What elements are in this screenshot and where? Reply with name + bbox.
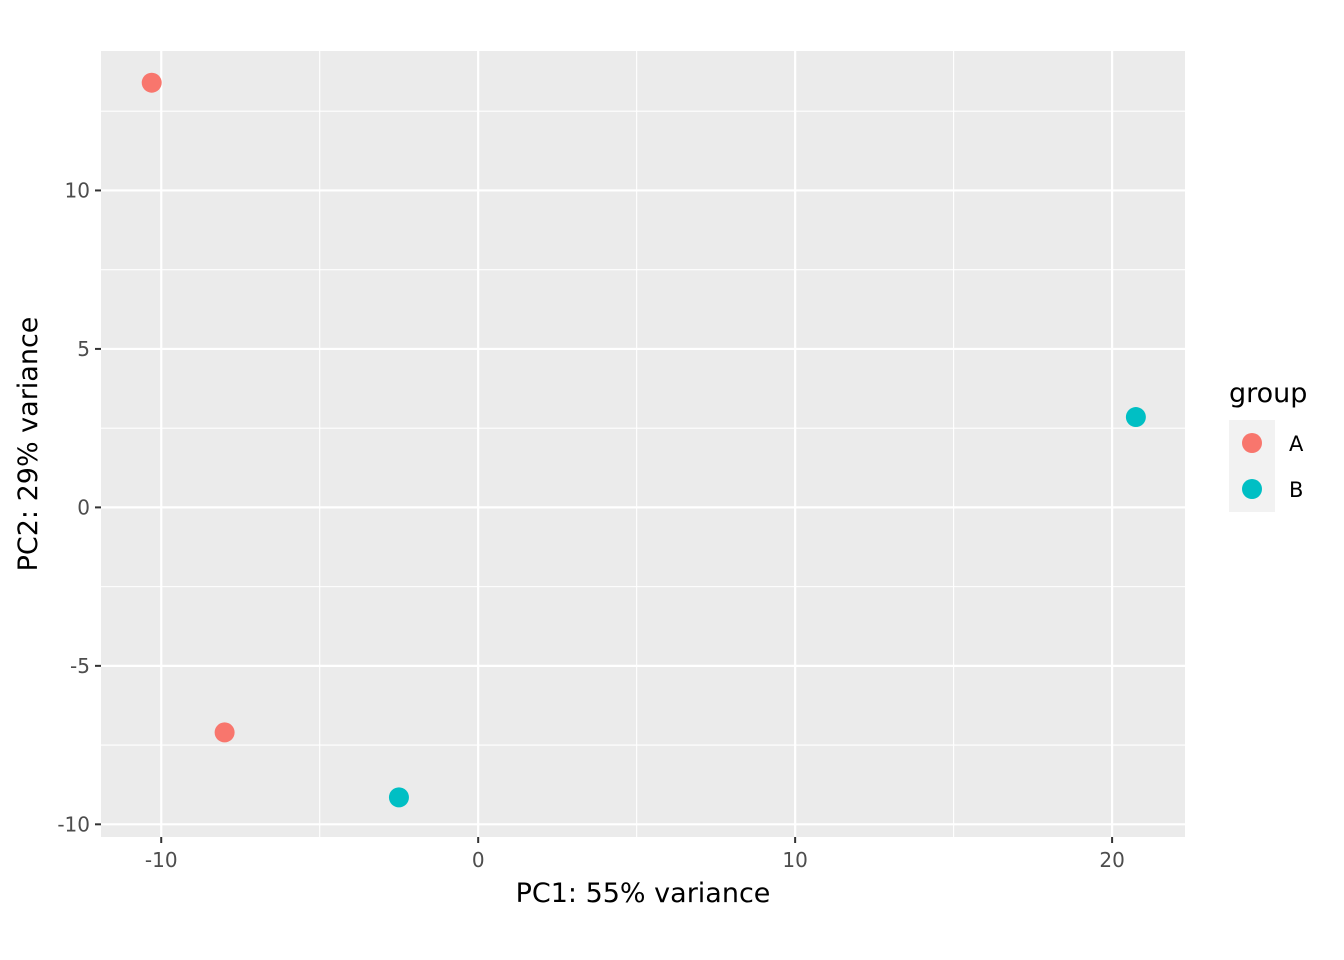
minor-gridlines: [101, 51, 1185, 837]
x-axis-ticks: -10 0 10 20: [145, 837, 1125, 872]
y-tick-label: -10: [57, 812, 90, 836]
y-tick-label: 5: [77, 337, 90, 361]
legend-entries: AB: [1242, 432, 1304, 502]
legend-key-A: [1242, 433, 1262, 453]
legend-key-B: [1242, 479, 1262, 499]
y-tick-label: 0: [77, 495, 90, 519]
y-tick-label: 10: [65, 178, 90, 202]
legend-title: group: [1229, 378, 1307, 409]
data-point-B: [388, 787, 409, 808]
data-point-A: [141, 72, 162, 93]
legend: group AB: [1229, 378, 1307, 512]
plot-panel: [101, 51, 1185, 837]
x-tick-label: 0: [472, 848, 485, 872]
legend-label-A: A: [1289, 432, 1304, 456]
y-axis-ticks: -10 -5 0 5 10: [57, 178, 101, 836]
x-axis-title: PC1: 55% variance: [516, 878, 771, 909]
x-tick-label: 10: [782, 848, 807, 872]
y-tick-label: -5: [70, 654, 90, 678]
data-points: [141, 72, 1146, 808]
x-tick-label: -10: [145, 848, 178, 872]
major-gridlines: [101, 51, 1185, 837]
data-point-A: [214, 722, 235, 743]
legend-label-B: B: [1289, 478, 1303, 502]
x-tick-label: 20: [1099, 848, 1124, 872]
data-point-B: [1125, 407, 1146, 428]
y-axis-title: PC2: 29% variance: [13, 317, 44, 572]
